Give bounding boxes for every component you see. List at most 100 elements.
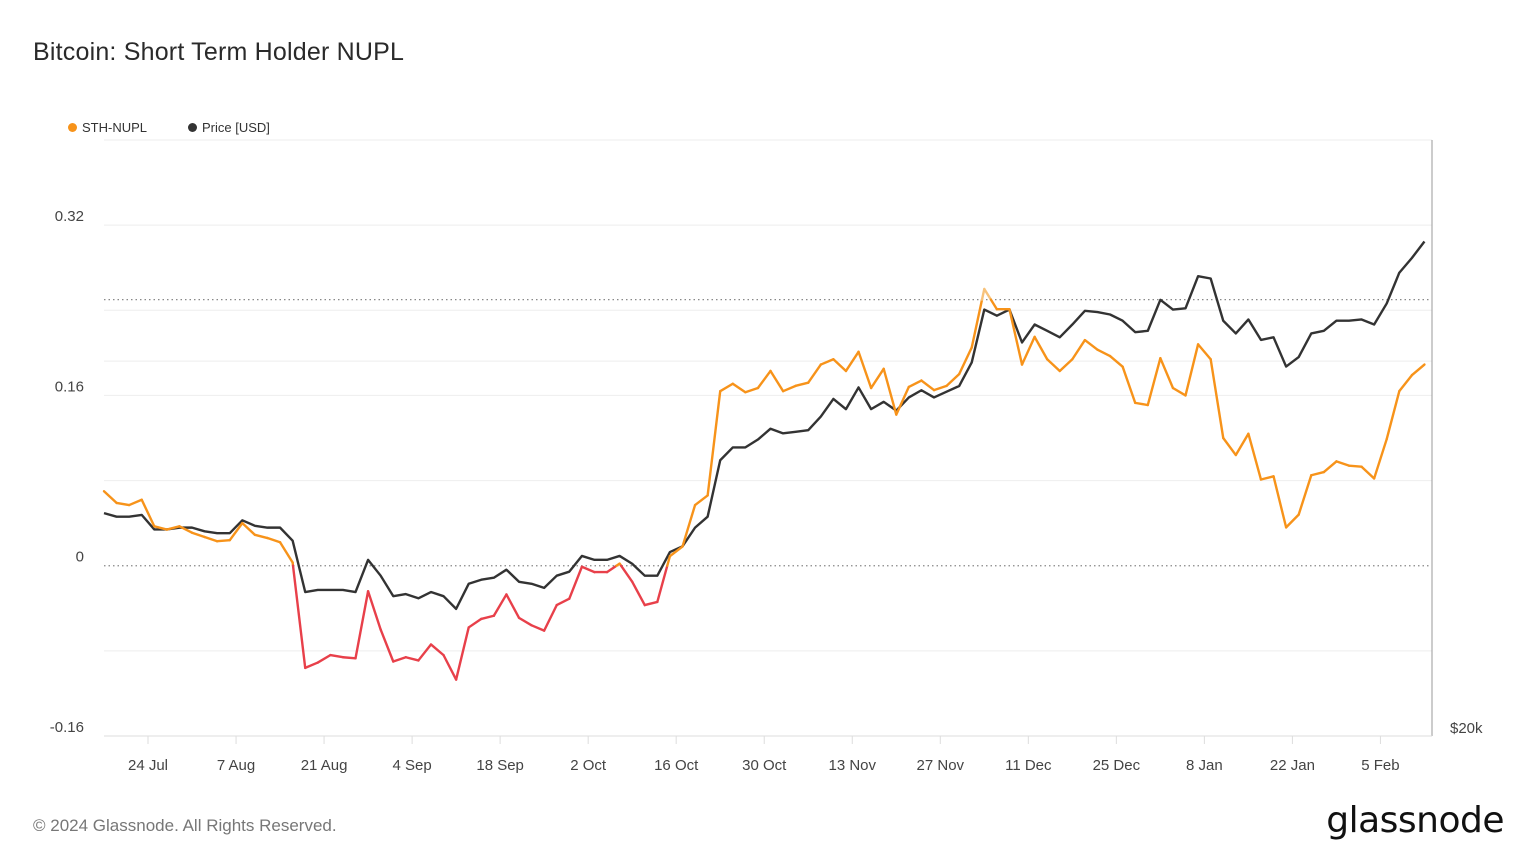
sth-nupl-segment: [819, 358, 835, 366]
sth-nupl-segment: [404, 656, 420, 662]
sth-nupl-segment: [1209, 358, 1225, 440]
sth-nupl-segment: [568, 565, 584, 600]
sth-nupl-segment: [505, 593, 521, 620]
x-tick-label: 24 Jul: [128, 757, 168, 774]
sth-nupl-segment: [895, 385, 911, 416]
sth-nupl-segment: [329, 653, 345, 659]
x-tick-label: 2 Oct: [570, 757, 607, 774]
sth-nupl-segment: [1284, 513, 1300, 529]
sth-nupl-segment: [316, 653, 332, 664]
x-tick-label: 5 Feb: [1361, 757, 1399, 774]
sth-nupl-segment: [417, 643, 433, 662]
sth-nupl-segment: [392, 656, 408, 663]
sth-nupl-segment: [668, 545, 684, 558]
sth-nupl-segment: [1372, 437, 1388, 480]
sth-nupl-segment: [1196, 343, 1212, 361]
sth-nupl-segment: [1096, 348, 1112, 358]
sth-nupl-segment: [857, 350, 873, 390]
sth-nupl-segment: [643, 600, 659, 607]
sth-nupl-segment: [190, 531, 206, 539]
y-tick-label: 0: [76, 549, 84, 566]
sth-nupl-segment: [530, 624, 546, 632]
sth-nupl-segment: [1347, 464, 1363, 468]
sth-nupl-segment: [454, 626, 470, 681]
sth-nupl-segment: [907, 379, 923, 389]
sth-nupl-segment: [832, 358, 848, 373]
sth-nupl-segment: [153, 525, 169, 531]
sth-nupl-segment: [1322, 460, 1338, 474]
sth-nupl-segment: [681, 503, 697, 548]
sth-nupl-segment: [807, 363, 823, 384]
sth-nupl-segment: [869, 367, 885, 390]
sth-nupl-segment: [1247, 432, 1263, 481]
sth-nupl-segment: [970, 298, 984, 349]
sth-nupl-segment: [127, 498, 143, 507]
sth-nupl-segment: [1184, 343, 1200, 397]
sth-nupl-segment: [291, 564, 307, 670]
sth-nupl-segment: [957, 346, 973, 376]
sth-nupl-segment: [1310, 470, 1326, 477]
sth-nupl-segment: [656, 564, 669, 604]
sth-nupl-segment: [769, 369, 785, 393]
y-tick-label: 0.32: [55, 208, 84, 225]
sth-nupl-segment: [480, 614, 496, 621]
sth-nupl-segment: [203, 535, 219, 543]
sth-nupl-segment: [165, 525, 181, 531]
x-tick-label: 21 Aug: [301, 757, 348, 774]
sth-nupl-segment: [341, 656, 357, 660]
sth-nupl-segment: [1134, 401, 1149, 407]
legend-item-sth-nupl[interactable]: STH-NUPL: [68, 120, 147, 135]
sth-nupl-segment: [1045, 358, 1061, 373]
sth-nupl-segment: [1360, 465, 1376, 480]
sth-nupl-segment: [542, 603, 558, 632]
sth-nupl-segment: [605, 564, 618, 574]
sth-nupl-segment: [354, 590, 370, 660]
sth-nupl-segment: [1234, 432, 1250, 457]
sth-nupl-segment: [266, 536, 282, 544]
sth-nupl-segment: [241, 521, 257, 537]
sth-nupl-segment: [1410, 363, 1426, 377]
sth-nupl-segment: [1008, 308, 1024, 366]
sth-nupl-segment: [492, 593, 508, 617]
sth-nupl-segment: [1222, 436, 1238, 457]
sth-nupl-segment: [580, 565, 596, 574]
legend-label: Price [USD]: [202, 120, 270, 135]
sth-nupl-segment: [989, 298, 999, 311]
sth-nupl-segment: [1146, 356, 1162, 407]
sth-nupl-segment: [1071, 338, 1087, 361]
sth-nupl-segment: [1385, 389, 1401, 441]
sth-nupl-segment: [115, 501, 131, 507]
legend-item-price[interactable]: Price [USD]: [188, 120, 270, 135]
sth-nupl-segment: [706, 389, 722, 497]
sth-nupl-segment: [1083, 338, 1099, 351]
sth-nupl-segment: [1108, 354, 1124, 368]
sth-nupl-segment: [278, 541, 294, 564]
sth-nupl-segment: [442, 653, 458, 681]
sth-nupl-segment: [228, 521, 244, 542]
y-tick-label: -0.16: [50, 719, 84, 736]
sth-nupl-segment: [666, 554, 672, 567]
sth-nupl-segment: [731, 382, 747, 394]
sth-nupl-segment: [693, 494, 709, 507]
sth-nupl-segment: [517, 616, 533, 627]
sth-nupl-segment: [555, 597, 571, 607]
legend-label: STH-NUPL: [82, 120, 148, 135]
y-right-tick-label: $20k: [1450, 720, 1483, 737]
sth-nupl-segment: [429, 643, 445, 657]
sth-nupl-segment: [756, 369, 772, 390]
sth-nupl-segment: [945, 372, 961, 388]
sth-nupl-segment: [304, 661, 319, 670]
sth-nupl-segment: [1033, 335, 1049, 361]
sth-nupl-segment: [253, 533, 269, 540]
sth-nupl-segment: [366, 590, 382, 631]
x-tick-label: 16 Oct: [654, 757, 699, 774]
x-tick-label: 18 Sep: [476, 757, 524, 774]
sth-nupl-segment: [719, 382, 734, 393]
sth-nupl-segment: [882, 367, 898, 416]
sth-nupl-segment: [140, 498, 156, 528]
sth-nupl-segment: [744, 386, 760, 394]
sth-nupl-segment: [932, 384, 948, 392]
sth-nupl-segment: [781, 384, 797, 393]
sth-nupl-segment: [1171, 386, 1187, 397]
legend-dot-icon: [68, 123, 77, 132]
